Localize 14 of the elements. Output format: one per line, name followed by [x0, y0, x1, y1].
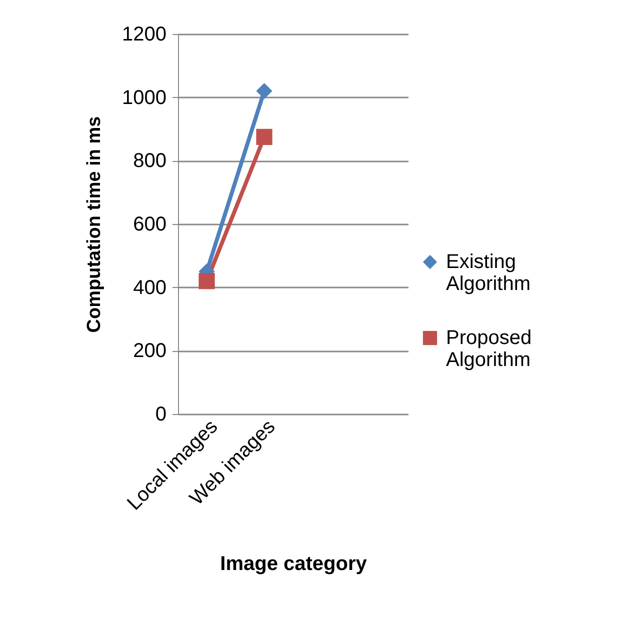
y-tick-label: 1000	[122, 86, 166, 109]
y-axis-title: Computation time in ms	[84, 116, 106, 333]
y-tick-label: 0	[155, 404, 166, 426]
x-axis-title: Image category	[220, 552, 368, 575]
y-tick-label: 800	[133, 150, 166, 172]
y-tick-label: 600	[133, 214, 166, 236]
y-tick-label: 1200	[122, 24, 166, 46]
legend-label: Existing Algorithm	[446, 251, 530, 295]
point	[256, 128, 272, 145]
y-tick-label: 400	[133, 276, 166, 299]
point	[198, 272, 215, 290]
point	[256, 82, 272, 100]
legend-label: Proposed Algorithm	[446, 327, 532, 371]
y-tick-label: 200	[133, 340, 166, 362]
